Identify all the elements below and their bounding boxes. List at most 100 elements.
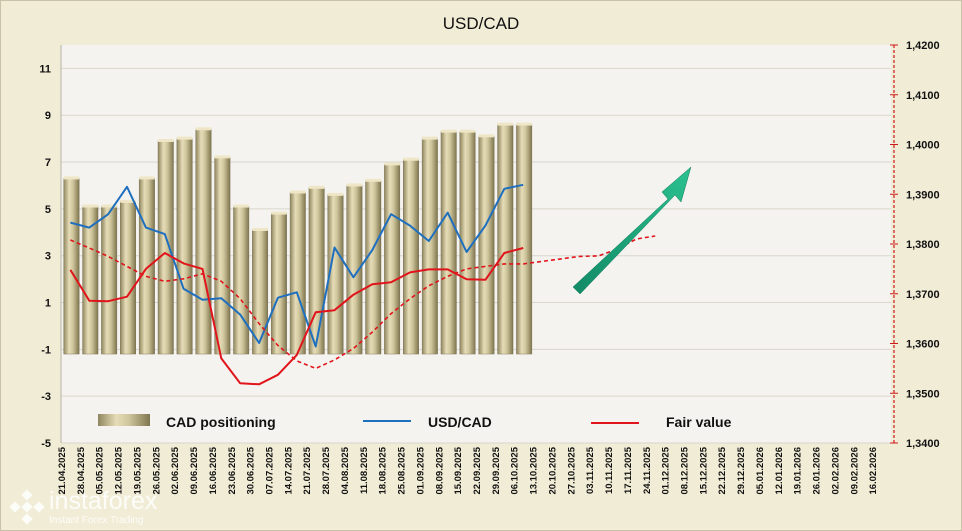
- positioning-bar-cap: [308, 185, 325, 189]
- right-tick-label: 1,4000: [906, 140, 940, 152]
- right-tick-label: 1,4200: [906, 40, 940, 52]
- x-tick-label: 20.10.2025: [547, 446, 558, 494]
- positioning-bar-cap: [422, 136, 438, 140]
- left-tick-label: -3: [41, 391, 51, 403]
- positioning-bar-cap: [63, 176, 80, 180]
- positioning-bar-cap: [195, 127, 212, 131]
- x-tick-label: 19.05.2025: [132, 446, 143, 494]
- x-tick-label: 18.08.2025: [378, 446, 389, 494]
- x-tick-label: 28.04.2025: [76, 446, 87, 494]
- x-tick-label: 08.09.2025: [434, 446, 445, 494]
- positioning-bar-cap: [120, 199, 136, 203]
- positioning-bar-cap: [459, 129, 476, 133]
- positioning-bar: [365, 180, 382, 355]
- x-tick-label: 28.07.2025: [321, 446, 332, 494]
- positioning-bar-cap: [271, 211, 287, 215]
- left-tick-label: 3: [45, 251, 51, 263]
- positioning-bar-cap: [384, 162, 400, 166]
- right-tick-label: 1,3500: [906, 388, 940, 400]
- positioning-bar-cap: [158, 138, 174, 142]
- right-tick-label: 1,3400: [906, 438, 940, 450]
- positioning-bar: [497, 124, 514, 355]
- positioning-bar: [384, 164, 401, 355]
- x-tick-label: 08.12.2025: [680, 446, 691, 494]
- x-tick-label: 16.06.2025: [208, 446, 219, 494]
- legend-bar-swatch: [98, 414, 150, 426]
- positioning-bar: [478, 136, 495, 355]
- positioning-bar-cap: [139, 176, 155, 180]
- x-tick-label: 09.02.2026: [849, 447, 860, 495]
- positioning-bar-cap: [516, 122, 532, 126]
- x-tick-label: 24.11.2025: [642, 446, 653, 494]
- series-lines: [69, 183, 656, 386]
- positioning-bar: [120, 201, 136, 355]
- x-tick-label: 25.08.2025: [397, 446, 408, 494]
- watermark-subtitle: Instant Forex Trading: [49, 515, 144, 526]
- positioning-bar-cap: [176, 136, 193, 140]
- positioning-bar-cap: [327, 192, 344, 196]
- positioning-bar-cap: [440, 129, 457, 133]
- left-tick-label: 5: [45, 204, 51, 216]
- positioning-bar: [421, 138, 438, 355]
- right-tick-label: 1,3600: [906, 339, 940, 351]
- x-tick-label: 15.12.2025: [698, 446, 709, 494]
- x-tick-label: 22.12.2025: [717, 446, 728, 494]
- x-tick-label: 27.10.2025: [566, 446, 577, 494]
- x-tick-label: 14.07.2025: [283, 446, 294, 494]
- right-tick-label: 1,3900: [906, 189, 940, 201]
- positioning-bar-cap: [233, 204, 249, 208]
- right-axis: 1,4200 1,4100 1,4000 1,3900 1,3800 1,3700 1,36…: [890, 40, 940, 450]
- right-tick-label: 1,3700: [906, 289, 940, 301]
- left-tick-label: 7: [45, 157, 51, 169]
- legend-label-positioning: CAD positioning: [166, 414, 276, 430]
- positioning-bar: [289, 192, 306, 355]
- positioning-bar: [403, 159, 419, 355]
- x-tick-label: 11.08.2025: [359, 446, 370, 494]
- x-tick-label: 02.06.2025: [170, 446, 181, 494]
- x-tick-label: 26.05.2025: [151, 446, 162, 494]
- positioning-bar-cap: [214, 155, 231, 159]
- x-tick-label: 10.11.2025: [604, 446, 615, 494]
- x-tick-label: 03.11.2025: [585, 446, 596, 494]
- x-tick-label: 12.01.2026: [774, 447, 785, 495]
- positioning-bar: [101, 206, 118, 355]
- positioning-bar-cap: [365, 178, 381, 182]
- positioning-bar: [516, 124, 533, 355]
- fair-value-forecast-line: [70, 235, 656, 370]
- legend: CAD positioning USD/CAD Fair value: [98, 414, 732, 430]
- positioning-bar: [176, 138, 193, 355]
- trend-up-arrow: [572, 166, 692, 295]
- x-tick-label: 13.10.2025: [529, 446, 540, 494]
- instaforex-logo-icon: [9, 489, 45, 525]
- x-tick-label: 04.08.2025: [340, 446, 351, 494]
- positioning-bar: [63, 178, 80, 355]
- positioning-bar: [214, 157, 231, 355]
- watermark-brand: instaforex: [49, 487, 158, 515]
- positioning-bar-cap: [403, 157, 419, 161]
- x-tick-label: 07.07.2025: [265, 446, 276, 494]
- positioning-bar: [270, 213, 287, 355]
- usd-cad-line: [70, 183, 524, 348]
- legend-label-usdcad: USD/CAD: [428, 414, 492, 430]
- x-tick-label: 22.09.2025: [472, 446, 483, 494]
- x-tick-label: 23.06.2025: [227, 446, 238, 494]
- left-axis: 11 9 7 5 3 1 -1 -3 -5: [39, 45, 62, 450]
- x-tick-label: 02.02.2026: [830, 447, 841, 495]
- x-tick-label: 15.09.2025: [453, 446, 464, 494]
- left-tick-label: 1: [45, 298, 51, 310]
- left-tick-label: -1: [41, 344, 51, 356]
- x-tick-label: 12.05.2025: [114, 446, 125, 494]
- positioning-bar-cap: [252, 227, 268, 231]
- x-tick-label: 01.09.2025: [415, 446, 426, 494]
- positioning-bars: [63, 122, 533, 355]
- x-tick-label: 16.02.2026: [868, 447, 879, 495]
- x-axis: 21.04.2025 28.04.2025 05.05.2025 12.05.2025…: [57, 446, 879, 494]
- positioning-bar: [308, 187, 325, 355]
- x-tick-label: 21.04.2025: [57, 446, 68, 494]
- positioning-bar-cap: [82, 204, 99, 208]
- legend-label-fair-value: Fair value: [666, 414, 732, 430]
- x-tick-label: 21.07.2025: [302, 446, 313, 494]
- positioning-bar-cap: [290, 190, 306, 194]
